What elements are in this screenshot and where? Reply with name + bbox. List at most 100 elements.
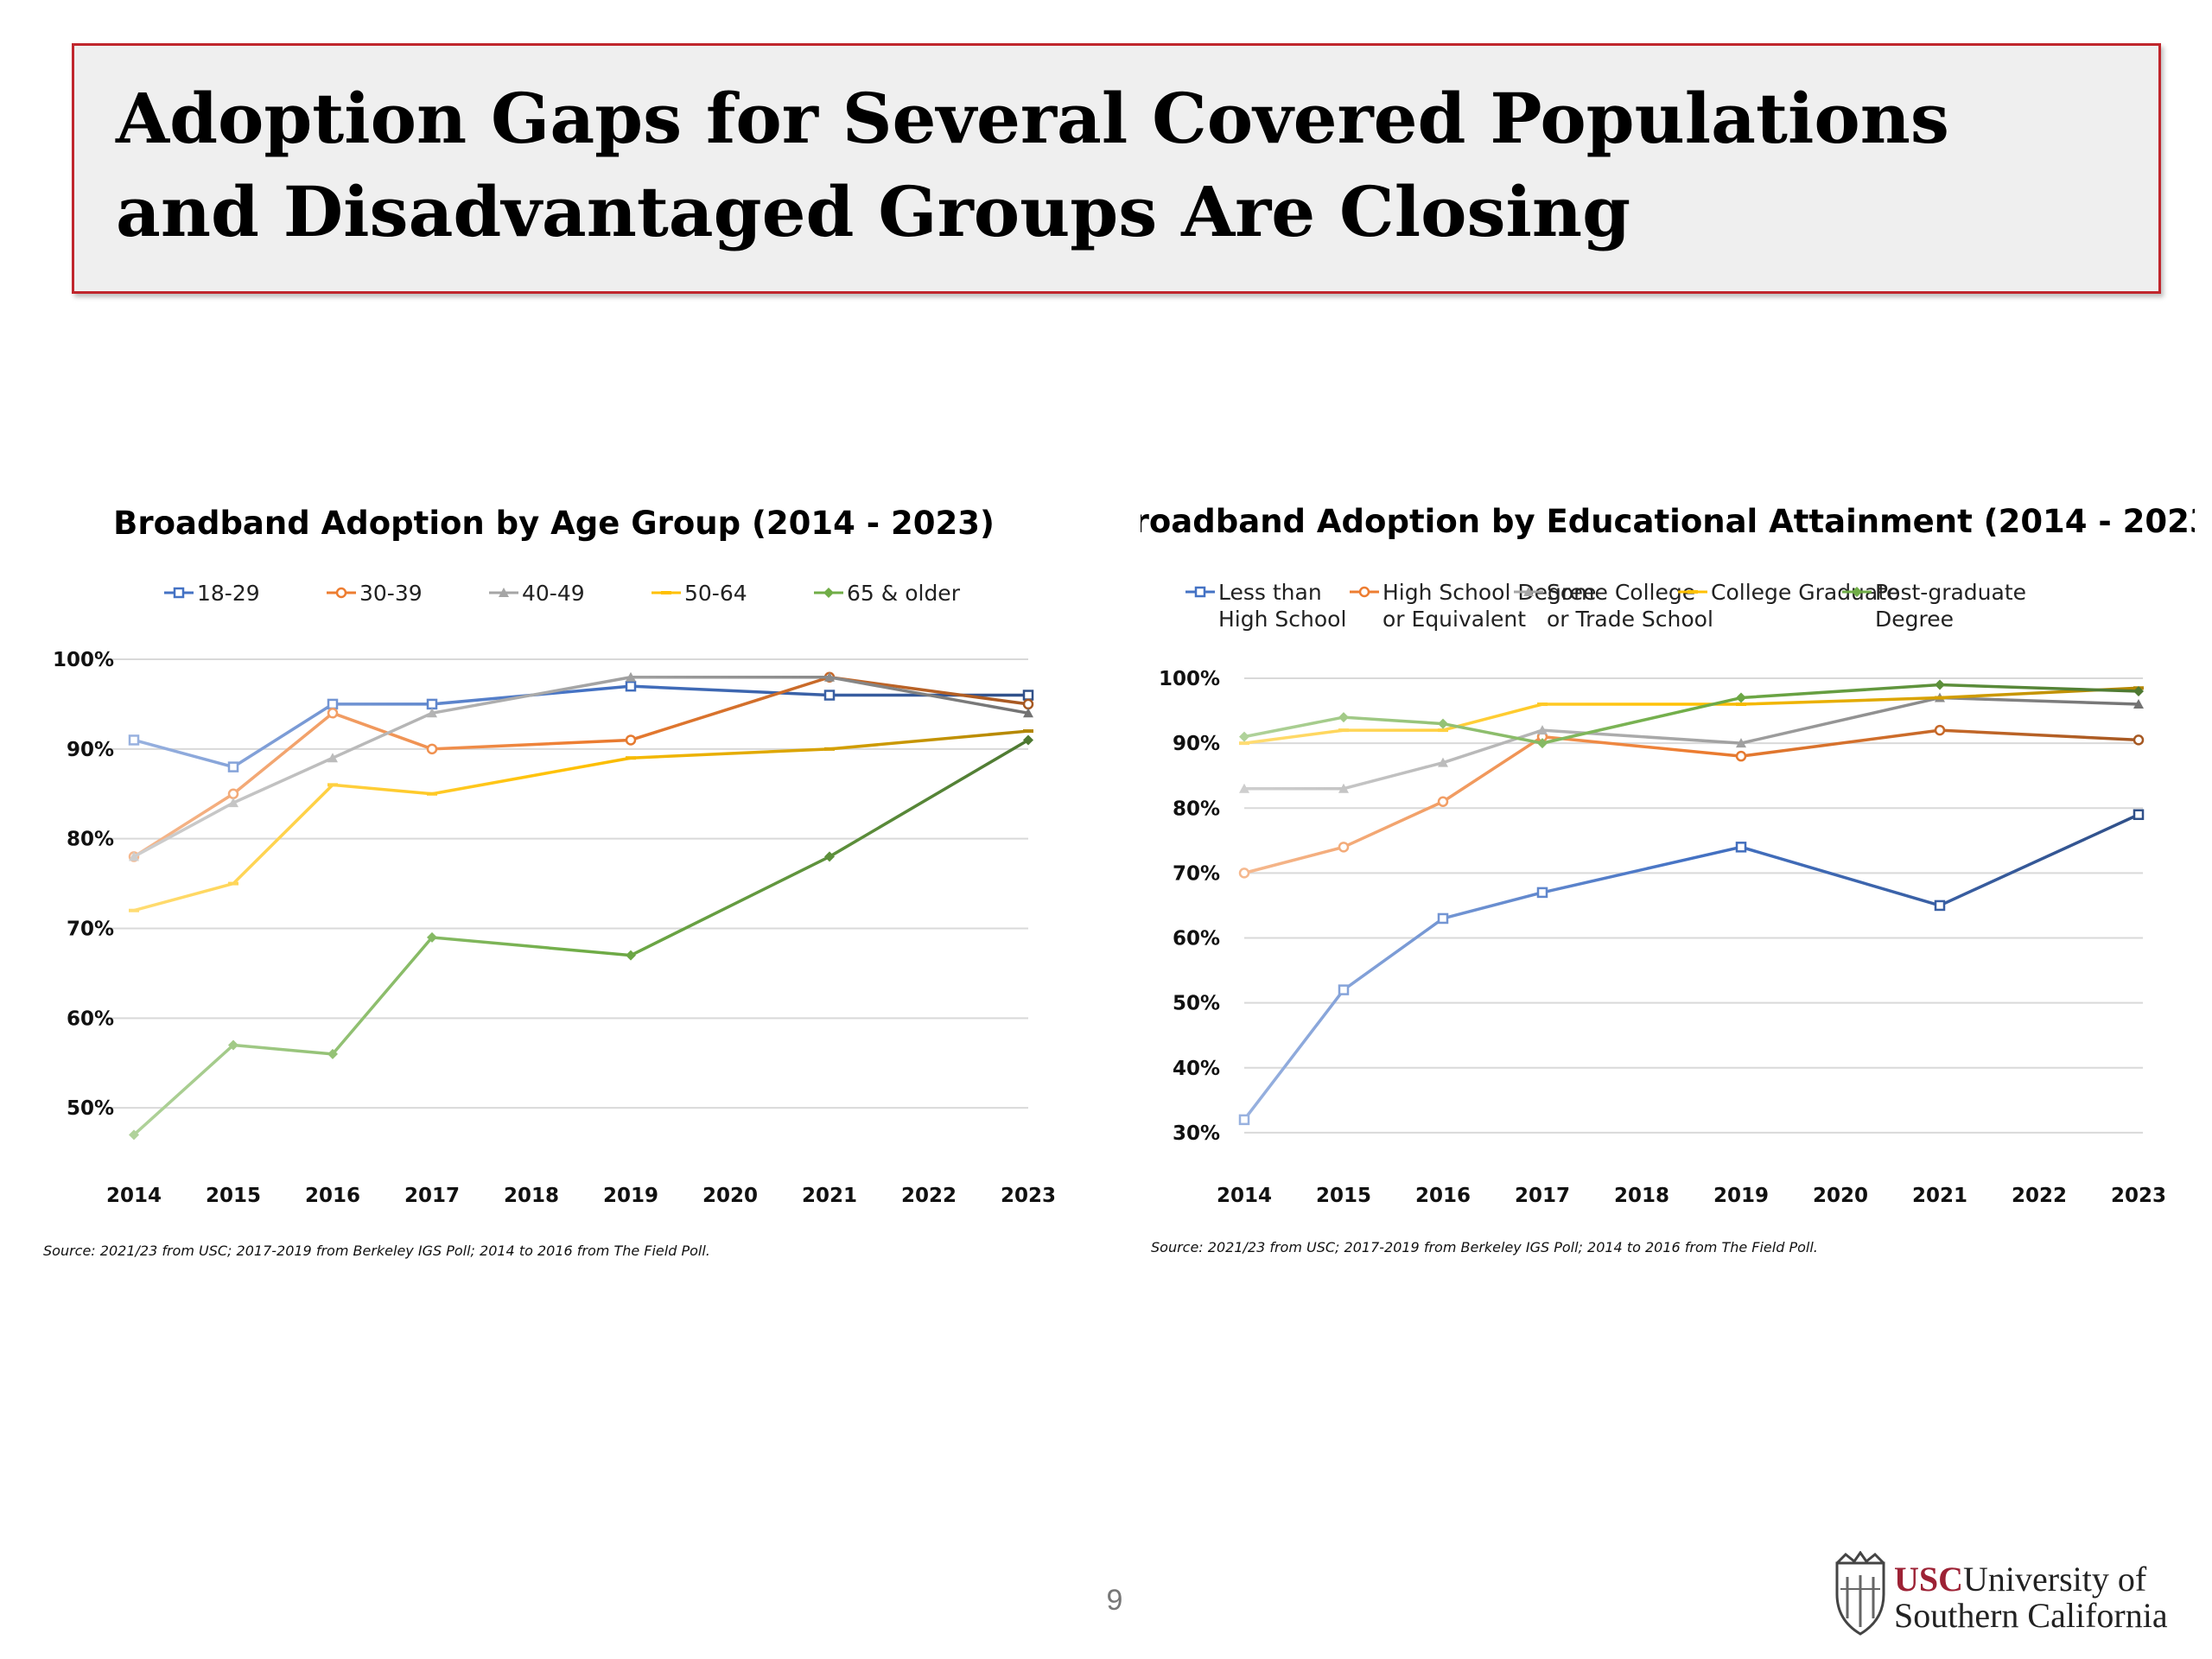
x-tick-label: 2020 xyxy=(702,1185,758,1207)
data-point xyxy=(228,881,238,886)
legend-marker xyxy=(1358,586,1370,598)
legend-label: High School xyxy=(1218,607,1346,632)
legend-label: 65 & older xyxy=(847,581,961,606)
y-tick-label: 90% xyxy=(1173,733,1220,755)
data-point xyxy=(1735,842,1747,853)
y-tick-label: 50% xyxy=(1173,993,1220,1015)
data-point xyxy=(1022,690,1034,701)
data-point xyxy=(625,734,637,746)
legend-marker xyxy=(823,588,834,598)
data-point xyxy=(2133,809,2145,821)
data-point xyxy=(823,690,836,701)
series-line xyxy=(133,684,1028,769)
data-point xyxy=(1537,725,1548,735)
data-point xyxy=(227,788,239,799)
data-point xyxy=(1239,741,1249,746)
usc-logo: USCUniversity of Southern California xyxy=(1835,1551,2168,1636)
data-point xyxy=(1735,750,1747,762)
data-point xyxy=(1736,692,1746,703)
legend-label: Some College xyxy=(1547,580,1695,605)
y-tick-label: 100% xyxy=(1159,668,1220,690)
legend-item: 65 & older xyxy=(814,581,961,606)
x-tick-label: 2018 xyxy=(1614,1185,1669,1207)
x-tick-label: 2022 xyxy=(2012,1185,2067,1207)
y-tick-label: 70% xyxy=(67,918,114,941)
data-point xyxy=(227,761,239,772)
age-group-chart: Broadband Adoption by Age Group (2014 - … xyxy=(43,505,1056,1259)
legend-marker xyxy=(661,591,671,594)
legend-item: 30-39 xyxy=(327,581,423,606)
data-point xyxy=(1935,679,1945,690)
legend-label: Degree xyxy=(1875,607,1954,632)
data-point xyxy=(228,798,238,808)
x-tick-label: 2014 xyxy=(1217,1185,1272,1207)
series xyxy=(129,734,1033,1141)
y-tick-label: 80% xyxy=(67,829,114,851)
series-line xyxy=(133,729,1029,912)
usc-logo-line2: Southern California xyxy=(1894,1596,2168,1635)
legend-item: 50-64 xyxy=(652,581,747,606)
svg-text:USCUniversity of: USCUniversity of xyxy=(1894,1560,2147,1599)
data-point xyxy=(129,908,139,912)
data-point xyxy=(1239,783,1249,793)
usc-logo-mark: USC xyxy=(1894,1560,1963,1599)
data-point xyxy=(327,1048,338,1059)
x-tick-label: 2023 xyxy=(1001,1185,1056,1207)
x-tick-label: 2015 xyxy=(206,1185,261,1207)
y-tick-label: 40% xyxy=(1173,1058,1220,1080)
legend-marker xyxy=(173,587,185,599)
series xyxy=(1238,809,2145,1126)
legend-marker xyxy=(1523,587,1534,596)
series-line xyxy=(1243,728,2139,875)
y-tick-label: 60% xyxy=(67,1007,114,1030)
legend-item: 40-49 xyxy=(489,581,585,606)
data-point xyxy=(1338,728,1349,733)
y-tick-label: 60% xyxy=(1173,928,1220,950)
series xyxy=(129,729,1033,912)
data-point xyxy=(427,708,437,718)
legend-label: or Trade School xyxy=(1547,607,1713,632)
data-point xyxy=(2133,734,2145,746)
education-chart: Broadband Adoption by Educational Attain… xyxy=(1141,503,2195,1255)
series-line xyxy=(132,738,1029,1136)
slide-title-box: Adoption Gaps for Several Covered Popula… xyxy=(72,43,2161,294)
data-point xyxy=(1338,842,1350,853)
series-line xyxy=(1243,813,2139,1121)
x-tick-label: 2017 xyxy=(1515,1185,1570,1207)
data-point xyxy=(1338,783,1349,793)
y-tick-label: 100% xyxy=(53,649,114,671)
chart-title: Broadband Adoption by Age Group (2014 - … xyxy=(113,505,995,542)
data-point xyxy=(1537,738,1548,749)
legend-label: High School Degree xyxy=(1382,580,1596,605)
source-note: Source: 2021/23 from USC; 2017-2019 from… xyxy=(1151,1239,1818,1255)
data-point xyxy=(1438,757,1448,767)
data-point xyxy=(1338,984,1350,995)
data-point xyxy=(1239,731,1249,742)
legend-marker xyxy=(1852,587,1862,597)
y-tick-label: 50% xyxy=(67,1097,114,1120)
series xyxy=(1239,679,2144,749)
data-point xyxy=(626,671,636,682)
data-point xyxy=(426,743,438,755)
data-point xyxy=(1023,729,1033,734)
legend-label: Post-graduate xyxy=(1875,580,2026,605)
data-point xyxy=(327,698,339,710)
data-point xyxy=(327,753,338,763)
legend-marker xyxy=(1688,590,1698,594)
data-point xyxy=(1438,718,1448,729)
x-tick-label: 2019 xyxy=(603,1185,658,1207)
y-tick-label: 80% xyxy=(1173,798,1220,820)
x-tick-label: 2021 xyxy=(802,1185,857,1207)
y-tick-label: 90% xyxy=(67,739,114,761)
x-tick-label: 2016 xyxy=(305,1185,360,1207)
x-tick-label: 2014 xyxy=(106,1185,162,1207)
series xyxy=(1238,724,2145,879)
data-point xyxy=(129,851,139,861)
data-point xyxy=(1934,899,1946,912)
data-point xyxy=(427,931,437,943)
legend-marker xyxy=(499,588,509,597)
